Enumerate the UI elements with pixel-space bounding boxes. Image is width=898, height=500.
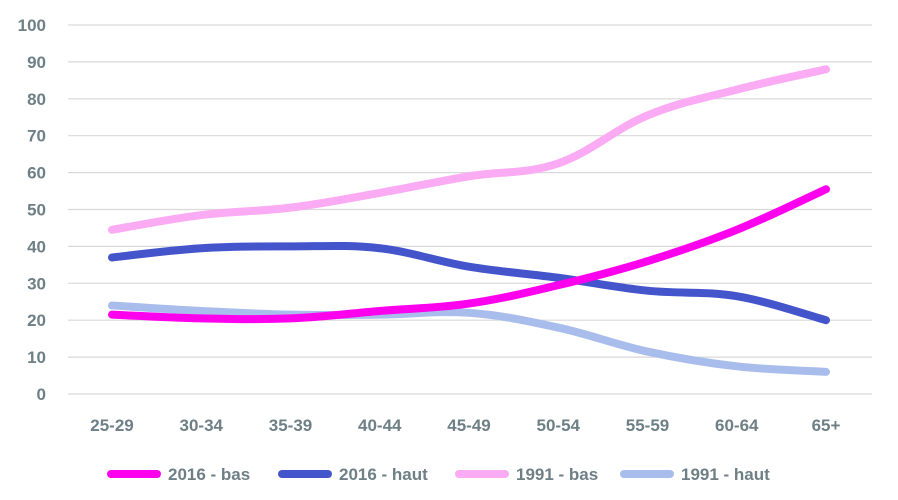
series-line-2016-bas <box>108 185 830 324</box>
x-tick-label: 35-39 <box>269 416 312 435</box>
y-tick-label: 70 <box>27 127 46 146</box>
y-tick-label: 0 <box>37 385 46 404</box>
legend: 2016 - bas 2016 - haut 1991 - bas 1991 - ha… <box>107 465 770 484</box>
y-tick-label: 60 <box>27 164 46 183</box>
gridlines <box>68 24 872 395</box>
series-lines <box>108 65 830 376</box>
y-tick-label: 30 <box>27 274 46 293</box>
y-tick-label: 20 <box>27 311 46 330</box>
x-tick-label: 55-59 <box>626 416 669 435</box>
y-axis-tick-labels: 0 10 20 30 40 50 60 70 80 90 100 <box>18 16 46 404</box>
x-tick-label: 45-49 <box>447 416 490 435</box>
legend-label: 2016 - bas <box>168 465 250 484</box>
x-tick-label: 65+ <box>812 416 841 435</box>
y-tick-label: 90 <box>27 53 46 72</box>
y-tick-label: 100 <box>18 16 46 35</box>
y-tick-label: 40 <box>27 237 46 256</box>
legend-item: 1991 - haut <box>620 465 770 484</box>
y-tick-label: 50 <box>27 201 46 220</box>
series-line-1991-bas <box>108 65 830 234</box>
x-tick-label: 50-54 <box>537 416 581 435</box>
legend-label: 1991 - bas <box>516 465 598 484</box>
y-tick-label: 80 <box>27 90 46 109</box>
x-tick-label: 30-34 <box>180 416 224 435</box>
legend-label: 2016 - haut <box>339 465 428 484</box>
legend-item: 2016 - haut <box>278 465 428 484</box>
x-tick-label: 25-29 <box>90 416 133 435</box>
y-tick-label: 10 <box>27 348 46 367</box>
legend-item: 1991 - bas <box>455 465 598 484</box>
legend-label: 1991 - haut <box>681 465 770 484</box>
legend-item: 2016 - bas <box>107 465 250 484</box>
x-axis-tick-labels: 25-29 30-34 35-39 40-44 45-49 50-54 55-59 60-64… <box>90 416 840 435</box>
x-tick-label: 40-44 <box>358 416 402 435</box>
x-tick-label: 60-64 <box>715 416 759 435</box>
